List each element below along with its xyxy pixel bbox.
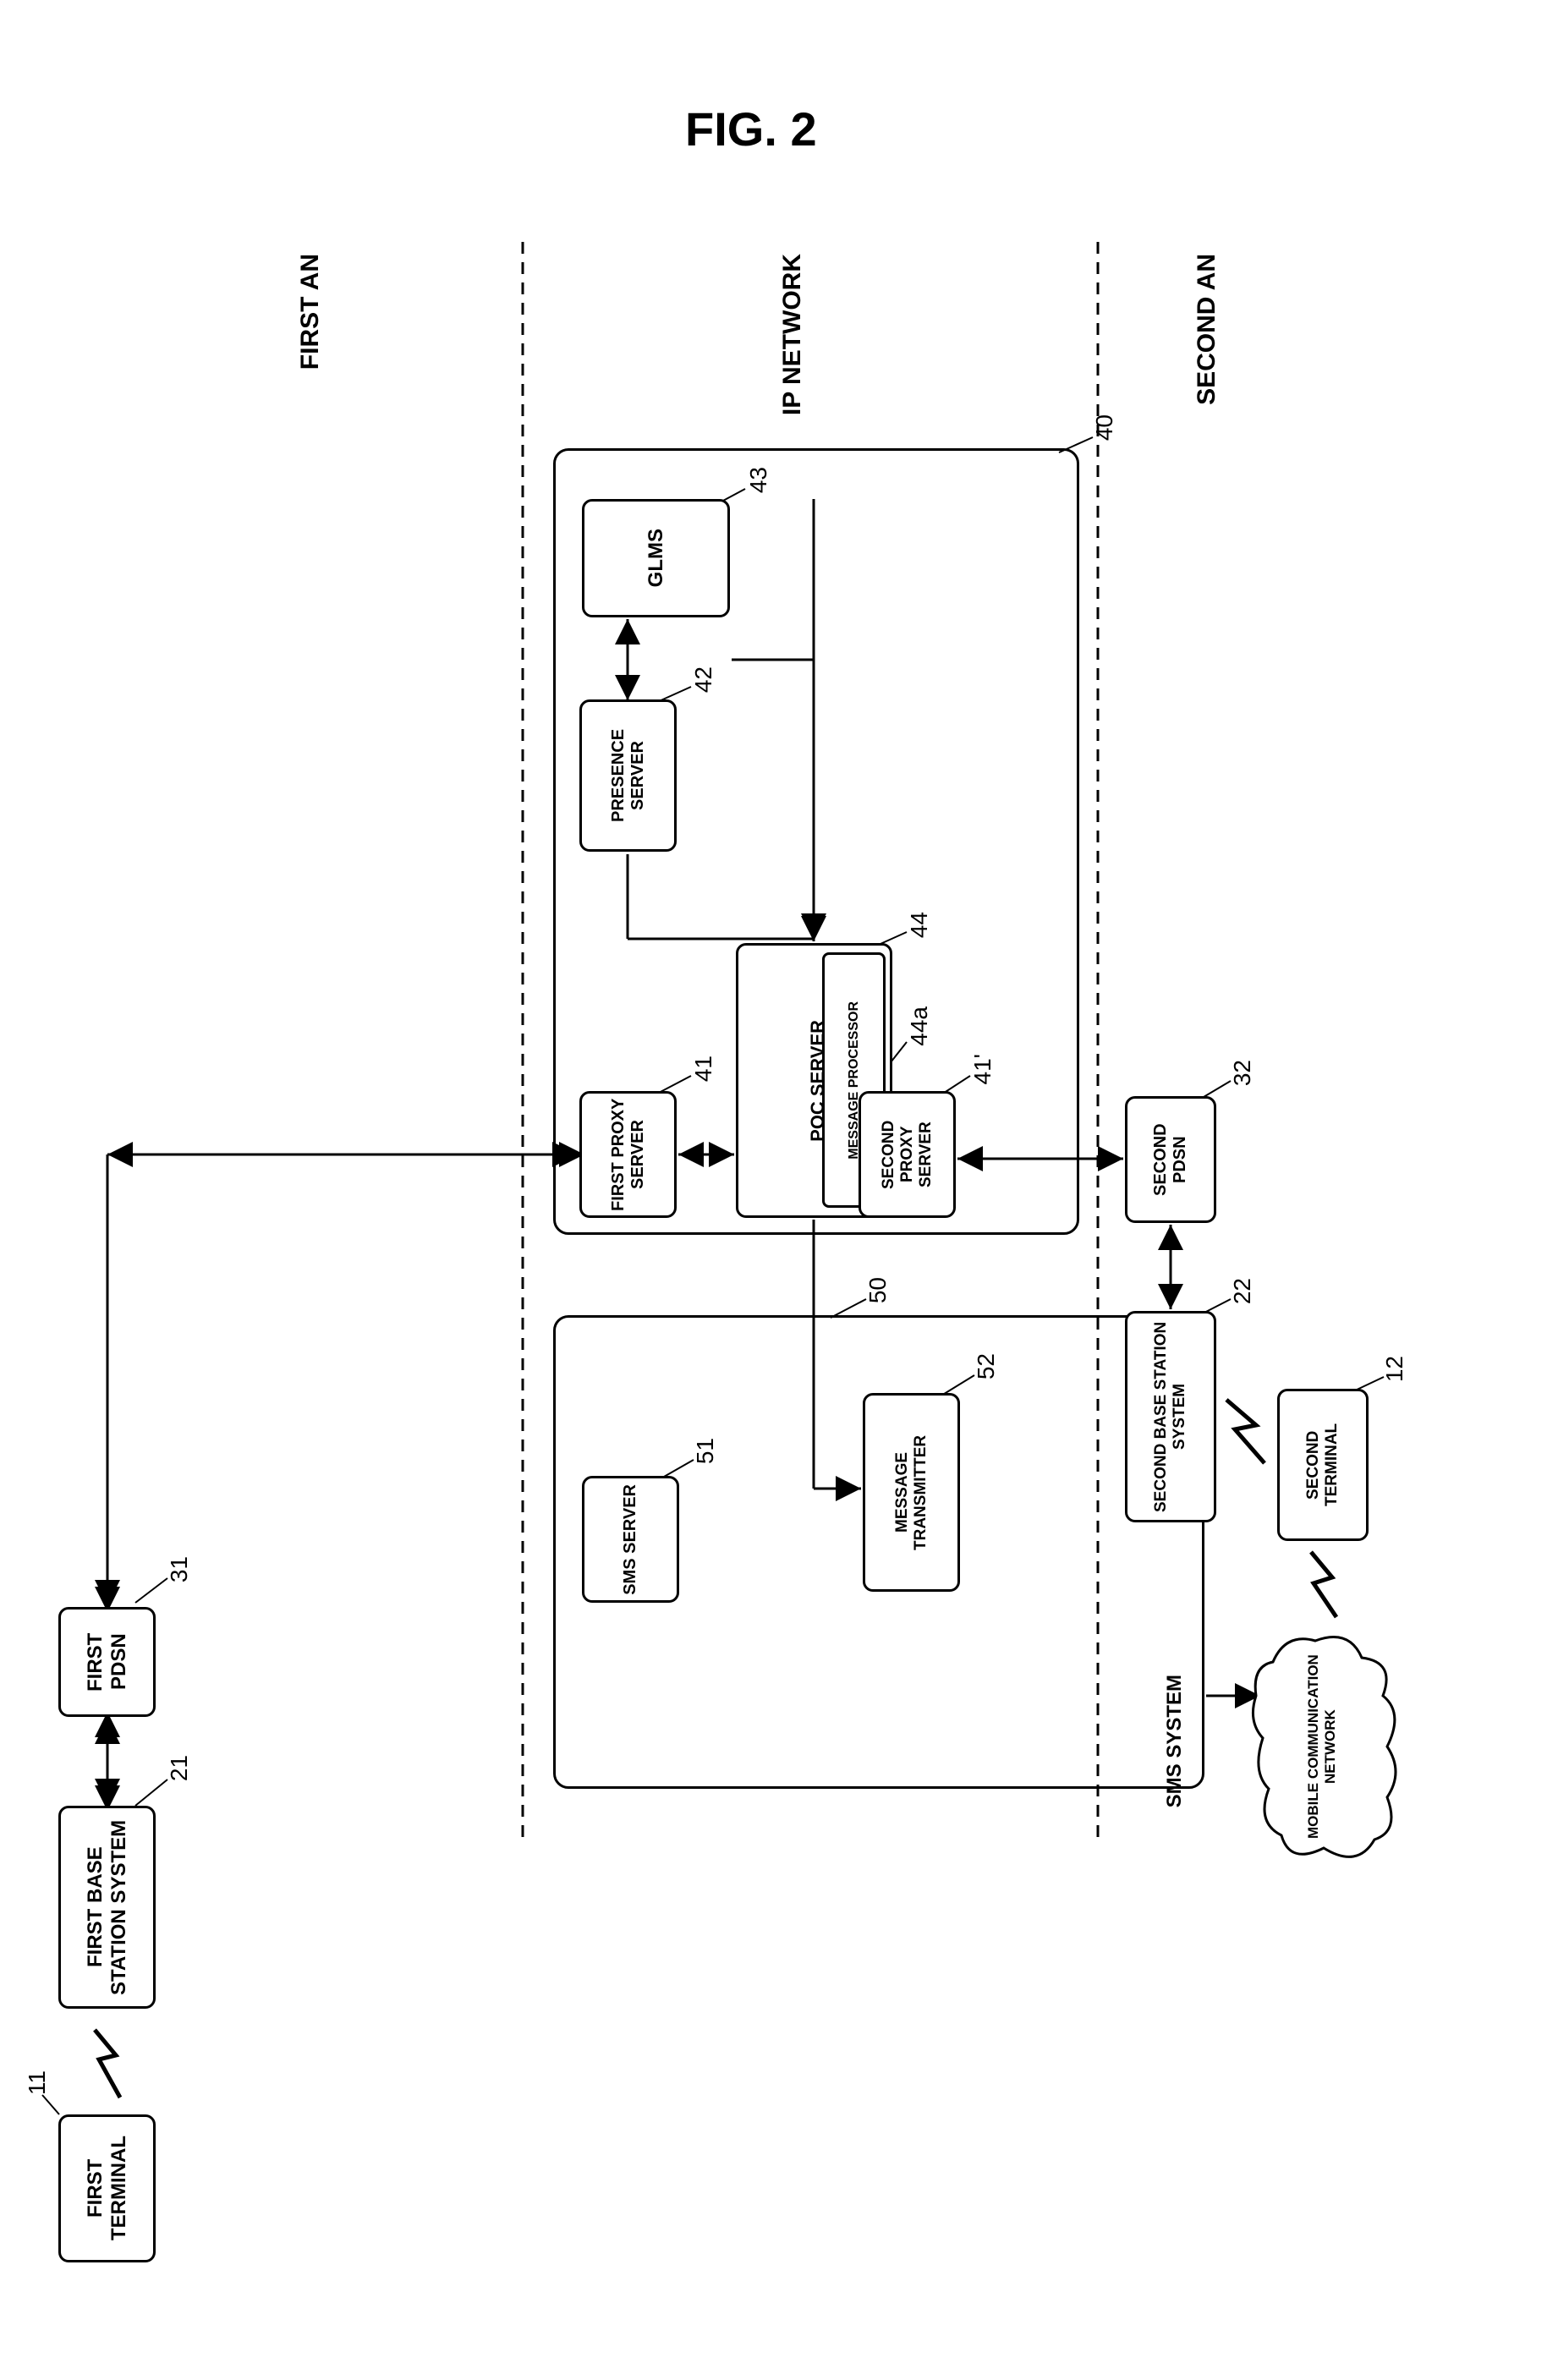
first-proxy-label: FIRST PROXY SERVER xyxy=(609,1097,648,1212)
ref-ip-network: 40 xyxy=(1091,414,1118,441)
msg-transmitter-label: MESSAGE TRANSMITTER xyxy=(893,1399,930,1586)
ref-second-bss: 22 xyxy=(1229,1278,1256,1304)
ref-first-bss: 21 xyxy=(166,1755,193,1781)
sms-server-label: SMS SERVER xyxy=(621,1484,640,1595)
region-label-second-an: SECOND AN xyxy=(1193,254,1221,405)
first-bss-box: FIRST BASE STATION SYSTEM xyxy=(58,1806,156,2009)
first-proxy-box: FIRST PROXY SERVER xyxy=(579,1091,677,1218)
lightning-icon xyxy=(86,2021,129,2106)
ref-first-terminal: 11 xyxy=(24,2070,51,2095)
second-terminal-box: SECOND TERMINAL xyxy=(1277,1389,1369,1541)
sms-system-label: SMS SYSTEM xyxy=(1163,1675,1187,1807)
cloud-label: MOBILE COMMUNICATION NETWORK xyxy=(1297,1649,1347,1844)
msg-transmitter-box: MESSAGE TRANSMITTER xyxy=(863,1393,960,1592)
lightning-icon xyxy=(1218,1396,1277,1472)
sms-server-box: SMS SERVER xyxy=(582,1476,679,1603)
second-pdsn-label: SECOND PDSN xyxy=(1151,1102,1190,1217)
ref-msg-transmitter: 52 xyxy=(973,1353,1000,1379)
glms-label: GLMS xyxy=(645,529,668,587)
ref-second-pdsn: 32 xyxy=(1229,1060,1256,1086)
region-label-ip-network: IP NETWORK xyxy=(778,254,807,415)
ref-msg-processor: 44a xyxy=(906,1006,933,1046)
figure-title: FIG. 2 xyxy=(685,101,817,156)
first-terminal-box: FIRST TERMINAL xyxy=(58,2114,156,2262)
ref-glms: 43 xyxy=(745,467,772,493)
ref-first-proxy: 41 xyxy=(690,1056,717,1082)
ref-sms-server: 51 xyxy=(692,1438,719,1464)
second-proxy-label: SECOND PROXY SERVER xyxy=(880,1097,935,1212)
presence-label: PRESENCE SERVER xyxy=(609,705,648,846)
second-proxy-box: SECOND PROXY SERVER xyxy=(859,1091,956,1218)
second-bss-label: SECOND BASE STATION SYSTEM xyxy=(1152,1317,1189,1516)
ref-sms-system: 50 xyxy=(864,1277,891,1303)
lightning-icon xyxy=(1298,1548,1349,1624)
first-pdsn-box: FIRST PDSN xyxy=(58,1607,156,1717)
presence-box: PRESENCE SERVER xyxy=(579,699,677,852)
region-label-first-an: FIRST AN xyxy=(296,254,325,370)
first-pdsn-label: FIRST PDSN xyxy=(84,1613,131,1711)
diagram-canvas: FIG. 2 xyxy=(17,17,1558,2363)
first-terminal-label: FIRST TERMINAL xyxy=(84,2120,131,2257)
ref-poc-server: 44 xyxy=(906,912,933,938)
second-bss-box: SECOND BASE STATION SYSTEM xyxy=(1125,1311,1216,1522)
ref-presence: 42 xyxy=(690,666,717,693)
ref-second-terminal: 12 xyxy=(1381,1356,1408,1382)
first-bss-label: FIRST BASE STATION SYSTEM xyxy=(84,1812,131,2003)
ref-first-pdsn: 31 xyxy=(166,1556,193,1582)
glms-box: GLMS xyxy=(582,499,730,617)
second-terminal-label: SECOND TERMINAL xyxy=(1304,1395,1341,1535)
ref-second-proxy: 41' xyxy=(969,1054,996,1085)
second-pdsn-box: SECOND PDSN xyxy=(1125,1096,1216,1223)
